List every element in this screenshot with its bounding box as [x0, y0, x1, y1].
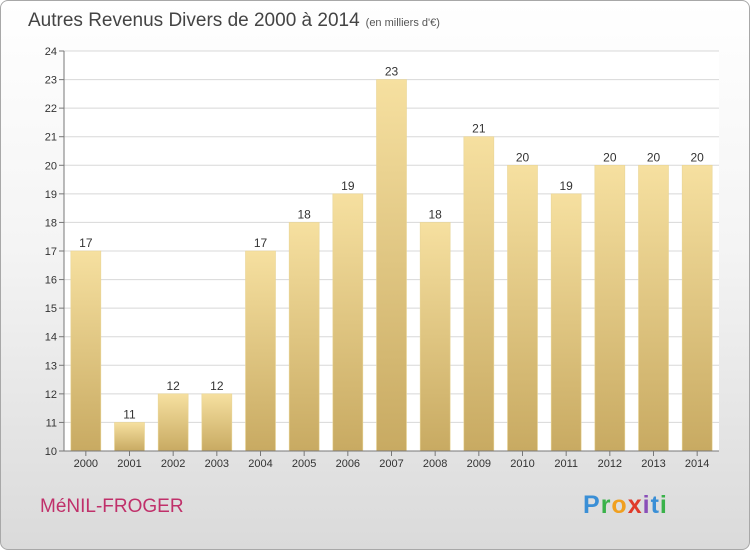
bar: [507, 164, 538, 452]
bar: [157, 393, 189, 452]
y-tick-label: 15: [45, 303, 57, 315]
x-tick-label: 2014: [685, 458, 709, 470]
bar: [594, 164, 626, 452]
data-label: 11: [123, 407, 136, 421]
bar: [201, 393, 233, 452]
y-tick-label: 17: [45, 246, 57, 258]
bar: [463, 136, 495, 452]
town-name: MéNIL-FROGER: [40, 496, 184, 517]
x-tick-label: 2008: [423, 458, 447, 470]
logo-letter: P: [583, 491, 601, 519]
bar: [638, 164, 669, 452]
data-label: 17: [254, 236, 268, 250]
data-label: 20: [603, 150, 617, 164]
y-tick-label: 12: [45, 389, 57, 401]
y-tick-label: 16: [45, 275, 57, 287]
y-tick-label: 10: [45, 446, 57, 458]
x-tick-label: 2010: [510, 458, 534, 470]
y-tick-label: 13: [45, 360, 57, 372]
x-tick-label: 2007: [379, 458, 403, 470]
y-tick-label: 20: [45, 160, 57, 172]
chart-title-text: Autres Revenus Divers de 2000 à 2014: [28, 10, 360, 31]
logo-letter: r: [600, 491, 612, 519]
chart-title: Autres Revenus Divers de 2000 à 2014 (en …: [28, 10, 440, 32]
x-tick-label: 2003: [205, 458, 229, 470]
bar: [376, 79, 407, 452]
data-label: 20: [516, 150, 530, 164]
y-tick-label: 22: [45, 103, 57, 115]
x-tick-label: 2004: [248, 458, 272, 470]
logo-letter: i: [659, 491, 668, 519]
y-tick-label: 21: [45, 132, 57, 144]
x-tick-label: 2001: [117, 458, 141, 470]
x-tick-label: 2006: [336, 458, 360, 470]
x-tick-label: 2002: [161, 458, 185, 470]
data-label: 17: [79, 236, 93, 250]
y-tick-label: 24: [45, 46, 57, 58]
x-tick-label: 2011: [554, 458, 578, 470]
x-tick-label: 2012: [598, 458, 622, 470]
x-tick-label: 2009: [467, 458, 491, 470]
bar: [419, 222, 451, 452]
logo-letter: i: [642, 491, 651, 519]
bar: [288, 222, 320, 452]
bar: [681, 164, 713, 452]
y-tick-label: 23: [45, 75, 57, 87]
logo-letter: o: [611, 491, 628, 519]
bar: [332, 193, 364, 452]
x-tick-label: 2005: [292, 458, 316, 470]
bar: [70, 250, 102, 452]
chart-subtitle: (en milliers d'€): [365, 17, 440, 29]
proxiti-logo: Proxiti: [583, 491, 668, 520]
y-tick-label: 19: [45, 189, 57, 201]
data-label: 23: [385, 65, 399, 79]
logo-letter: x: [627, 491, 643, 519]
data-label: 20: [690, 150, 704, 164]
y-tick-label: 18: [45, 217, 57, 229]
bar: [245, 250, 276, 452]
data-label: 19: [341, 179, 355, 193]
data-label: 12: [210, 379, 224, 393]
x-tick-label: 2013: [641, 458, 665, 470]
bar: [114, 422, 145, 452]
x-tick-label: 2000: [74, 458, 98, 470]
y-tick-label: 11: [46, 417, 57, 429]
y-tick-label: 14: [45, 332, 57, 344]
data-label: 19: [559, 179, 573, 193]
data-label: 18: [297, 207, 311, 221]
data-label: 12: [166, 379, 180, 393]
bar: [550, 193, 582, 452]
logo-letter: t: [650, 491, 660, 519]
data-label: 18: [428, 207, 442, 221]
data-label: 20: [647, 150, 661, 164]
data-label: 21: [472, 122, 486, 136]
